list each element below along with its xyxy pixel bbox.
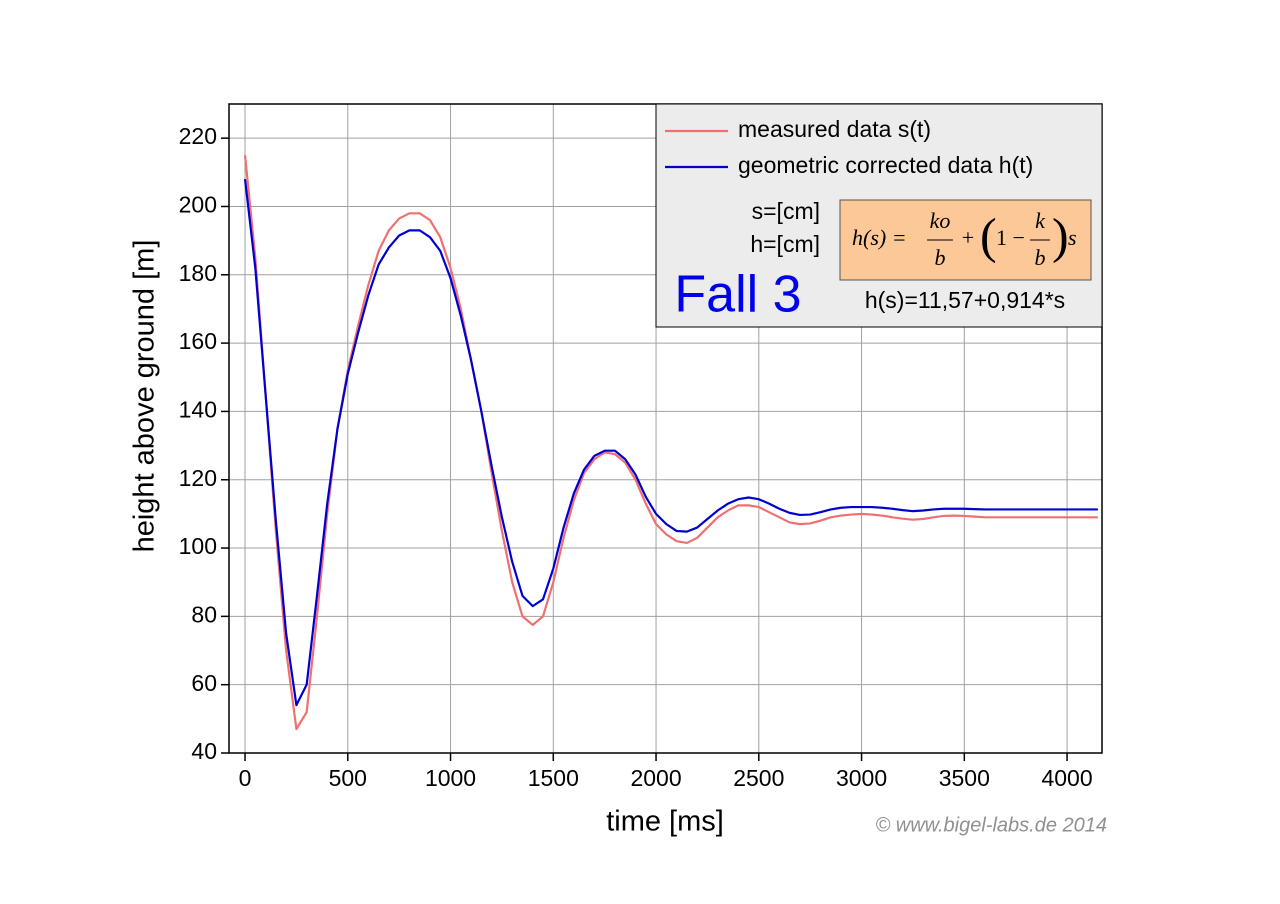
y-axis-label: height above ground [m] xyxy=(129,240,161,553)
data-line xyxy=(243,179,1098,707)
legend-label: geometric corrected data h(t) xyxy=(738,152,1033,178)
legend: measured data s(t) geometric corrected da… xyxy=(665,116,1033,178)
y-tick-label: 120 xyxy=(179,465,217,491)
formula-part: b xyxy=(1035,245,1046,270)
x-tick-label: 3000 xyxy=(836,765,887,791)
y-tick-label: 60 xyxy=(191,670,217,696)
y-tick-label: 40 xyxy=(191,738,217,764)
y-tick-label: 200 xyxy=(179,192,217,218)
x-tick-label: 1000 xyxy=(425,765,476,791)
formula-part: b xyxy=(935,245,946,270)
data-line xyxy=(243,155,1098,731)
formula-part: ) xyxy=(1052,207,1069,263)
legend-label: measured data s(t) xyxy=(738,116,931,142)
formula-part: k xyxy=(1035,208,1046,233)
lines xyxy=(243,155,1098,731)
formula-part: ( xyxy=(980,207,997,263)
formula: h(s) = ko b + ( 1 − k b ) s xyxy=(852,207,1077,270)
formula-part: 1 − xyxy=(996,225,1025,250)
x-tick-label: 2500 xyxy=(733,765,784,791)
x-tick-label: 2000 xyxy=(630,765,681,791)
formula-part: + xyxy=(962,225,974,250)
x-tick-label: 3500 xyxy=(939,765,990,791)
case-label: Fall 3 xyxy=(674,266,801,324)
formula-part: ko xyxy=(930,208,951,233)
x-tick-label: 4000 xyxy=(1041,765,1092,791)
fit-equation: h(s)=11,57+0,914*s xyxy=(865,287,1065,313)
x-tick-label: 500 xyxy=(329,765,367,791)
unit-note: h=[cm] xyxy=(750,231,820,257)
formula-part: s xyxy=(1068,225,1077,250)
formula-part: h(s) = xyxy=(852,225,907,250)
copyright: © www.bigel-labs.de 2014 xyxy=(875,814,1107,836)
y-tick-label: 80 xyxy=(191,601,217,627)
ticks: 0 500 1000 1500 2000 2500 3000 3500 4000 40 60 80 10… xyxy=(179,123,1093,791)
y-tick-label: 100 xyxy=(179,533,217,559)
y-tick-label: 180 xyxy=(179,260,217,286)
x-tick-label: 1500 xyxy=(528,765,579,791)
x-tick-label: 0 xyxy=(239,765,252,791)
x-axis-label: time [ms] xyxy=(606,806,724,838)
y-tick-label: 140 xyxy=(179,396,217,422)
unit-note: s=[cm] xyxy=(752,198,820,224)
y-tick-label: 220 xyxy=(179,123,217,149)
y-tick-label: 160 xyxy=(179,328,217,354)
